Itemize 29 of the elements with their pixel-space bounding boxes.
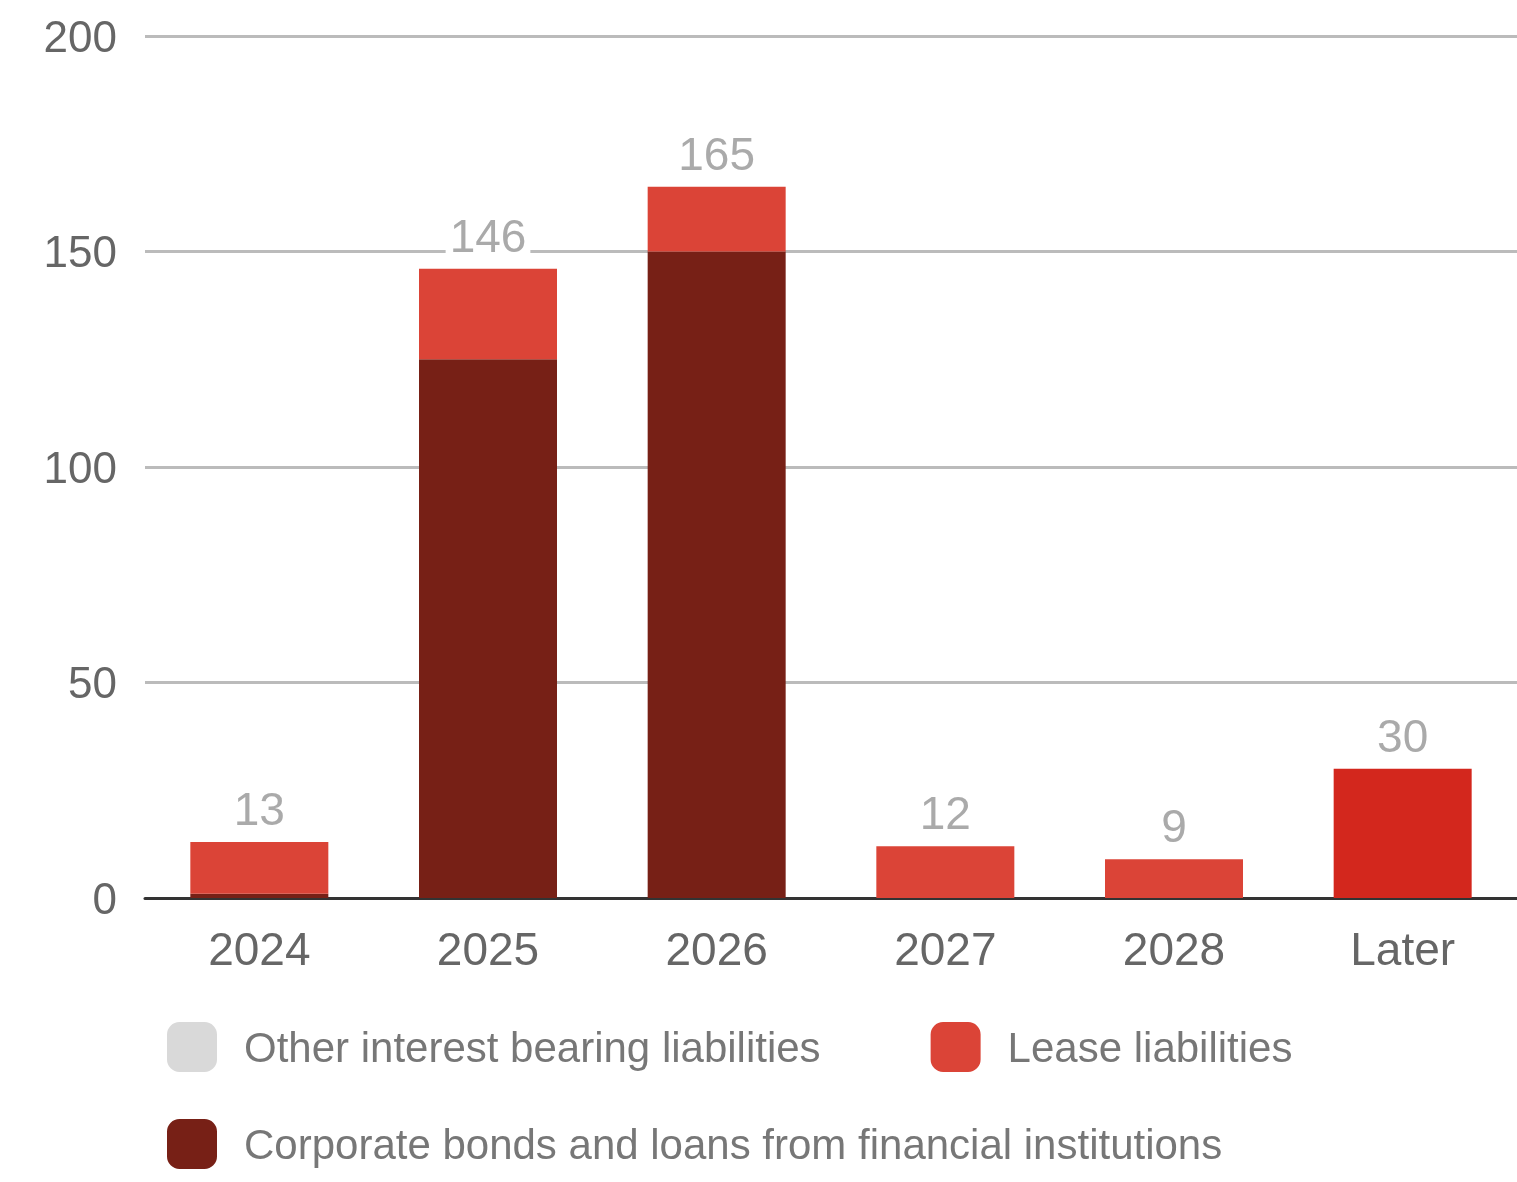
bar xyxy=(190,841,329,894)
total-label: 12 xyxy=(919,787,971,840)
bar xyxy=(647,186,786,252)
total-label: 165 xyxy=(678,127,756,180)
x-tick-label: Later xyxy=(1350,923,1456,975)
legend-label: Other interest bearing liabilities xyxy=(244,1023,821,1071)
y-tick-label: 0 xyxy=(92,873,117,923)
y-tick-label: 150 xyxy=(43,227,117,276)
bar xyxy=(419,268,557,360)
x-tick-label: 2028 xyxy=(1122,923,1226,975)
bar xyxy=(647,251,786,898)
bar xyxy=(419,359,557,898)
x-tick-label: 2024 xyxy=(208,923,311,975)
x-tick-label: 2027 xyxy=(894,923,997,975)
legend-label: Corporate bonds and loans from financial institutions xyxy=(244,1120,1223,1168)
total-label: 30 xyxy=(1377,709,1429,762)
y-tick-label: 200 xyxy=(43,11,117,61)
bar xyxy=(1105,859,1243,898)
x-tick-label: 2025 xyxy=(436,923,540,975)
x-tick-label: 2026 xyxy=(665,923,768,975)
total-label: 13 xyxy=(233,782,285,835)
bar xyxy=(1333,768,1472,898)
total-label: 146 xyxy=(449,209,527,262)
legend-label: Lease liabilities xyxy=(1007,1023,1293,1071)
y-tick-label: 100 xyxy=(43,442,117,492)
bar xyxy=(876,846,1015,898)
bar xyxy=(190,893,329,898)
y-tick-label: 50 xyxy=(68,658,117,707)
total-label: 9 xyxy=(1161,800,1187,853)
